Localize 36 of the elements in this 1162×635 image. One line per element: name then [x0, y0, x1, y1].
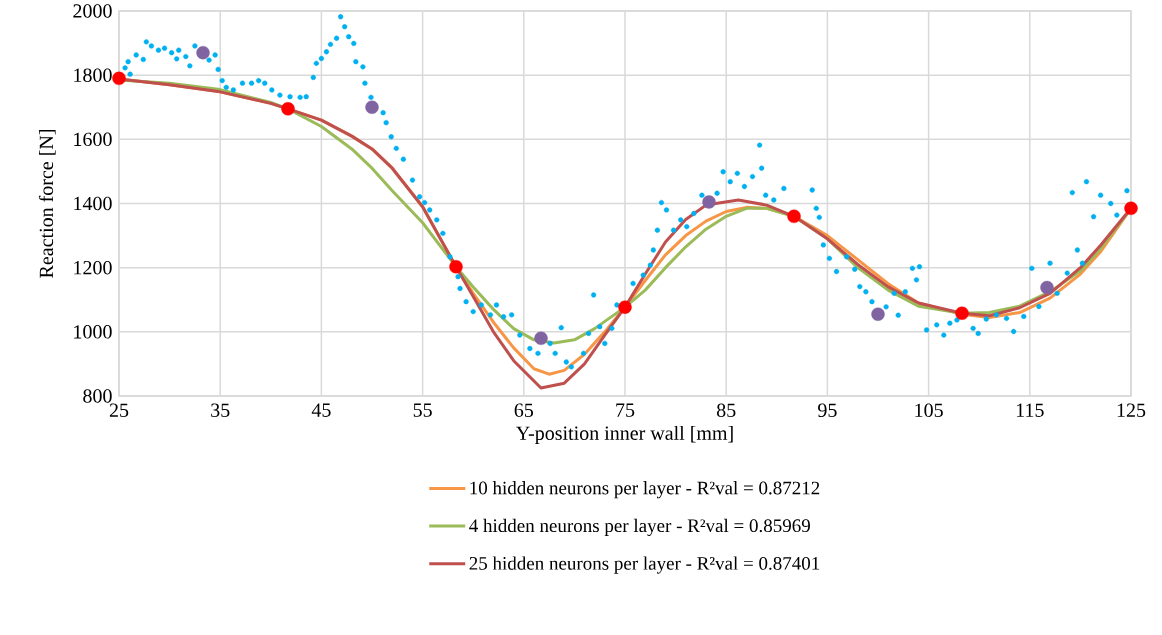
point	[281, 102, 295, 116]
point	[196, 46, 210, 60]
x-tick-label: 75	[616, 403, 635, 417]
x-tick-label: 45	[311, 403, 331, 417]
point	[1040, 280, 1054, 295]
x-tick-label: 35	[211, 403, 230, 417]
y-tick-label: 1200	[74, 260, 112, 275]
x-tick-label: 105	[915, 403, 943, 418]
y-tick-label: 2000	[73, 4, 112, 18]
y-tick-label: 1800	[74, 68, 112, 82]
point	[618, 300, 632, 314]
point	[534, 331, 548, 345]
y-tick-label: 1000	[74, 325, 112, 339]
x-tick-label: 55	[413, 403, 432, 417]
x-tick-label: 25	[109, 403, 129, 417]
point	[787, 209, 801, 224]
x-tick-label: 115	[1016, 403, 1044, 417]
point	[1124, 201, 1138, 216]
legend-label: 4 hidden neurons per layer - R²val = 0.85969	[469, 518, 810, 537]
x-axis-title: Y-position inner wall [mm]	[516, 425, 733, 445]
x-tick-label: 85	[716, 403, 736, 418]
point	[955, 306, 969, 320]
point	[702, 195, 716, 209]
point	[871, 307, 885, 321]
x-tick-label: 125	[1117, 403, 1146, 417]
point	[449, 260, 463, 274]
legend-label: 25 hidden neurons per layer - R²val = 0.87401	[469, 556, 820, 574]
x-tick-label: 65	[514, 403, 534, 417]
legend-label: 10 hidden neurons per layer - R²val = 0.87212	[470, 481, 820, 499]
y-tick-label: 800	[83, 389, 112, 403]
point	[112, 71, 126, 86]
y-tick-label: 1600	[74, 132, 112, 147]
point	[365, 100, 379, 114]
y-axis-title: Reaction force [N]	[38, 130, 56, 278]
x-tick-label: 95	[818, 403, 837, 417]
y-tick-label: 1400	[74, 196, 112, 211]
